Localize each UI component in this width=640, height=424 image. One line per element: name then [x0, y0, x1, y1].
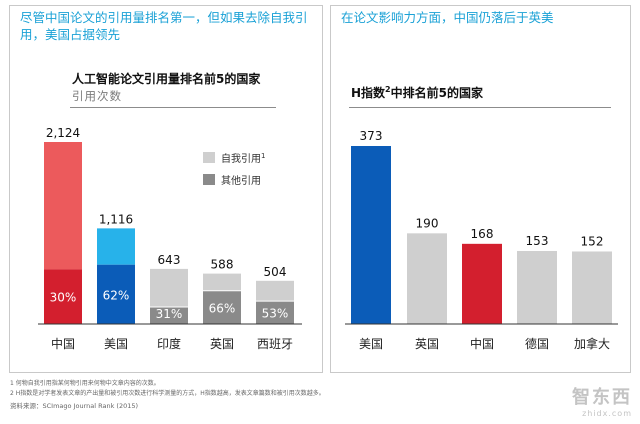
bar-other-citations-3 — [203, 290, 241, 324]
category-label-1: 美国 — [104, 337, 128, 351]
share-label-0: 30% — [50, 291, 77, 305]
hindex-bar-2 — [462, 243, 502, 324]
bar-other-citations-0 — [44, 269, 82, 324]
share-label-4: 53% — [262, 307, 289, 321]
hindex-category-label-1: 英国 — [415, 337, 439, 351]
share-label-2: 31% — [156, 307, 183, 321]
bar-other-citations-2 — [150, 306, 188, 324]
watermark-sub: zhidx.com — [582, 409, 632, 418]
hindex-title-rest: 中排名前5的国家 — [390, 86, 483, 100]
hindex-value-label-2: 168 — [471, 227, 494, 241]
category-label-3: 英国 — [210, 337, 234, 351]
hindex-title-underline — [349, 107, 611, 108]
hindex-title-sup: 2 — [385, 85, 391, 94]
legend-swatch-other — [203, 174, 215, 185]
source-note: 资料来源：SCImago Journal Rank (2015) — [10, 402, 139, 410]
bar-self-citations-4 — [256, 280, 294, 302]
total-label-3: 588 — [211, 258, 234, 272]
left-chart-panel: 尽管中国论文的引用量排名第一，但如果去除自我引用，美国占据领先 人工智能论文引用… — [9, 5, 323, 373]
bar-self-citations-3 — [203, 273, 241, 291]
total-label-2: 643 — [158, 253, 181, 267]
left-headline: 尽管中国论文的引用量排名第一，但如果去除自我引用，美国占据领先 — [20, 10, 308, 42]
share-label-3: 66% — [209, 301, 236, 315]
category-label-4: 西班牙 — [257, 337, 293, 351]
hindex-chart-title: H指数2中排名前5的国家 — [351, 84, 483, 101]
hindex-bar-chart: 373 美国 190 英国 168 中国 153 德国 152 加拿大 — [345, 129, 618, 351]
citations-chart-title: 人工智能论文引用量排名前5的国家 — [72, 72, 261, 86]
watermark-main: 智东西 — [572, 387, 632, 408]
hindex-value-label-1: 190 — [416, 216, 439, 230]
legend-label-self-sup: 1 — [261, 152, 265, 160]
hindex-value-label-3: 153 — [526, 234, 549, 248]
bar-other-citations-4 — [256, 301, 294, 324]
hindex-value-label-4: 152 — [581, 234, 604, 248]
hindex-bar-3 — [517, 250, 557, 324]
hindex-category-label-2: 中国 — [470, 336, 494, 351]
bar-self-citations-1 — [97, 228, 135, 265]
hindex-bar-4 — [572, 251, 612, 324]
category-label-2: 印度 — [157, 336, 181, 351]
category-label-0: 中国 — [51, 336, 75, 351]
hindex-category-label-0: 美国 — [359, 337, 383, 351]
hindex-title-main: H指数 — [351, 86, 386, 100]
legend-swatch-self — [203, 152, 215, 163]
footnote-2: 2 H指数是对学者发表文章的产出量和被引用次数进行科学测量的方式，H指数越高，发… — [10, 390, 325, 397]
share-label-1: 62% — [103, 288, 130, 302]
citations-chart-subtitle: 引用次数 — [72, 89, 122, 103]
citations-title-underline — [70, 107, 276, 108]
hindex-category-label-4: 加拿大 — [574, 336, 610, 351]
watermark-logo: 智东西 zhidx.com — [572, 383, 632, 418]
right-headline: 在论文影响力方面，中国仍落后于英美 — [341, 10, 554, 25]
legend-label-other: 其他引用 — [221, 174, 261, 187]
right-chart-panel: 在论文影响力方面，中国仍落后于英美 H指数2中排名前5的国家 373 美国 190 英… — [330, 5, 631, 373]
citations-bar-chart: 2,124 30% 中国 1,116 62% 美国 643 31% 印度 588 66% 英国 504 5… — [38, 126, 302, 351]
footnotes: 1 何物自我引用指某何物引用来何物中文章内容的次数。 2 H指数是对学者发表文章… — [10, 379, 610, 411]
hindex-bar-1 — [407, 233, 447, 324]
bar-self-citations-2 — [150, 268, 188, 307]
hindex-category-label-3: 德国 — [525, 336, 549, 351]
total-label-0: 2,124 — [46, 126, 80, 140]
legend-label-self: 自我引用1 — [221, 152, 265, 165]
bar-self-citations-0 — [44, 142, 82, 270]
hindex-bar-0 — [351, 146, 391, 324]
total-label-4: 504 — [264, 265, 287, 279]
hindex-value-label-0: 373 — [360, 129, 383, 143]
bar-other-citations-1 — [97, 264, 135, 324]
total-label-1: 1,116 — [99, 212, 133, 226]
footnote-1: 1 何物自我引用指某何物引用来何物中文章内容的次数。 — [10, 380, 160, 387]
